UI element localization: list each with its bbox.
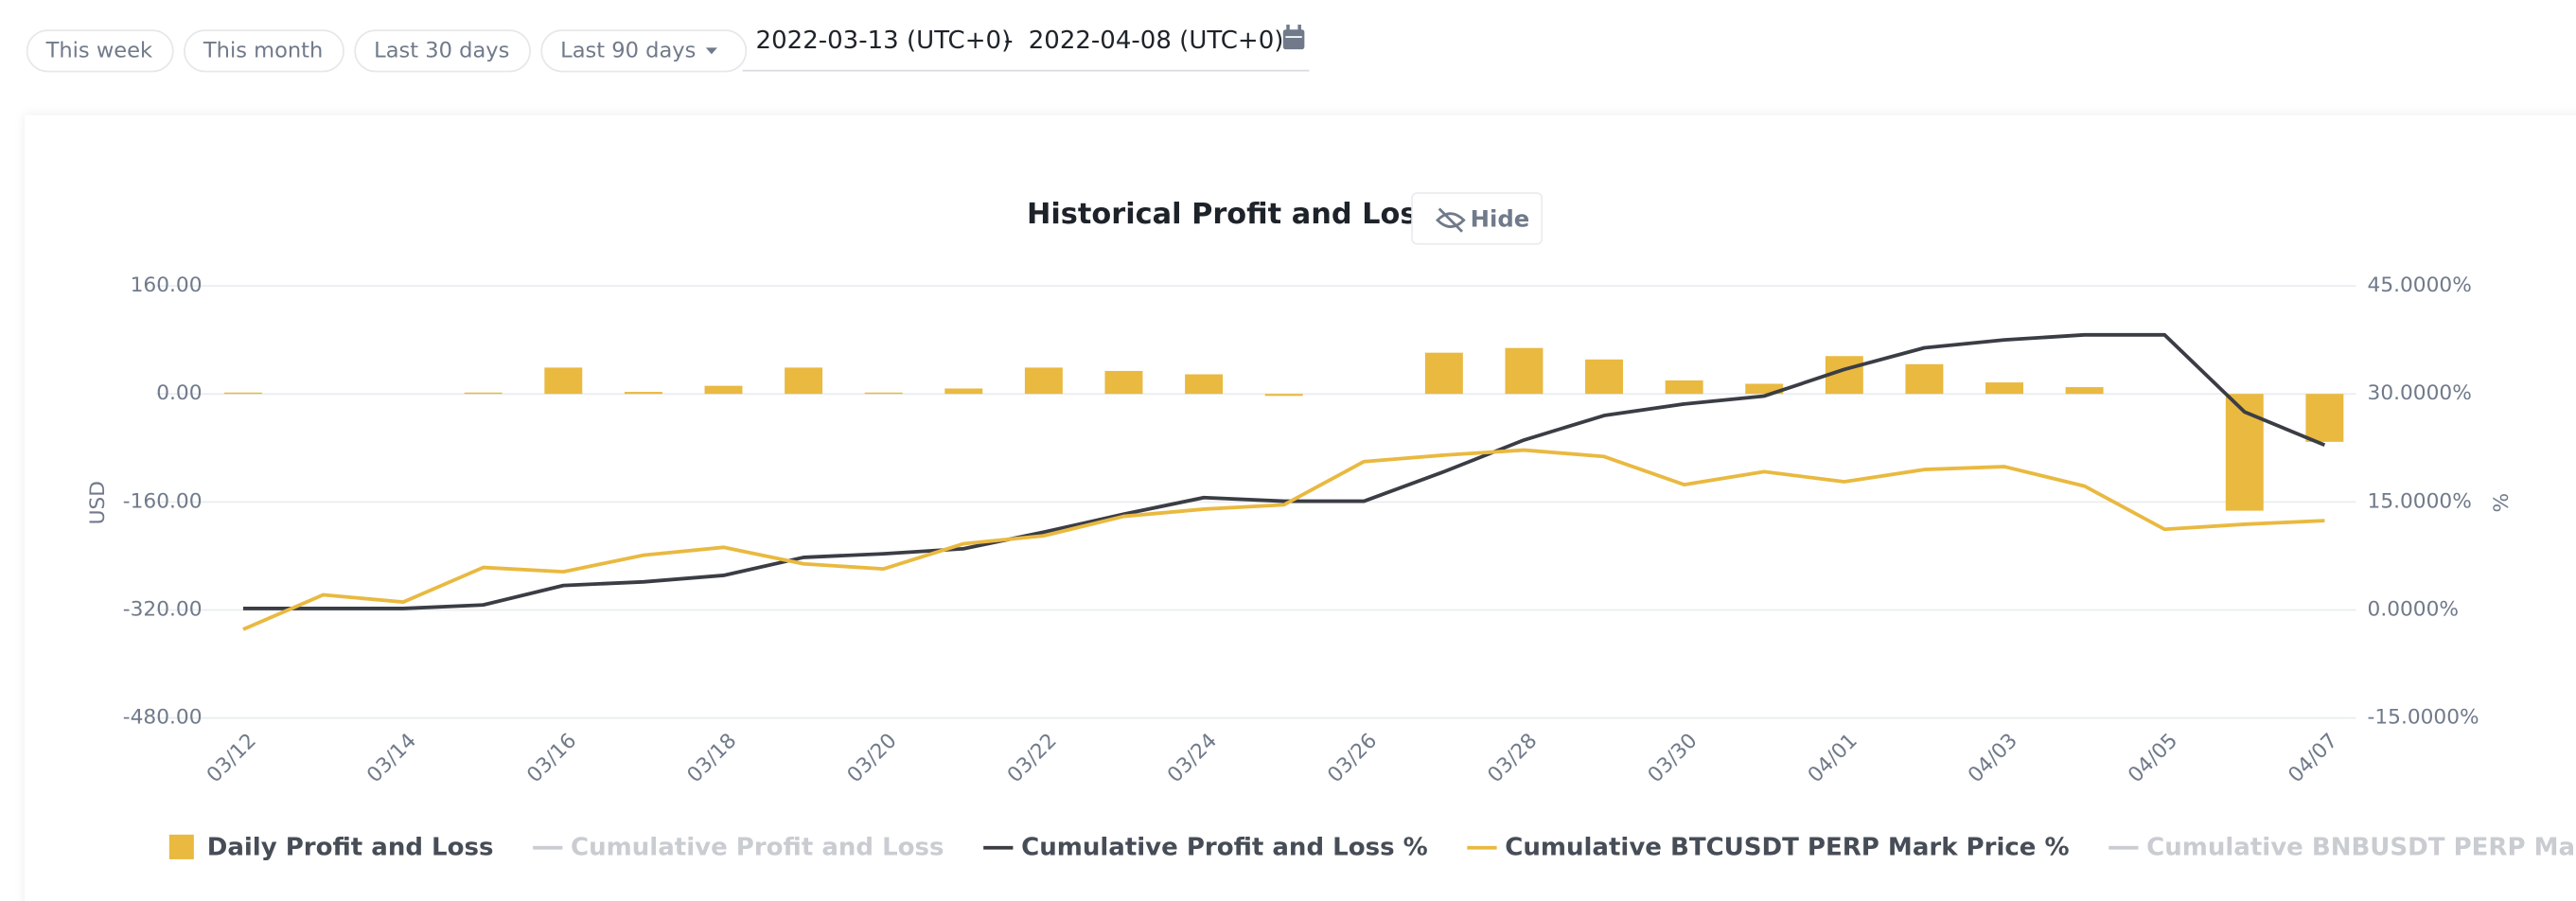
line <box>242 448 2325 631</box>
filter-pill[interactable]: Last 30 days <box>354 29 531 73</box>
bar <box>864 392 903 395</box>
legend-item[interactable]: Daily Profit and Loss <box>168 833 494 861</box>
filter-label: Last 30 days <box>374 38 509 62</box>
bar <box>223 392 262 395</box>
filter-pill[interactable]: This month <box>184 29 344 73</box>
bar <box>464 392 503 395</box>
bar <box>2305 394 2344 442</box>
y2-tick-label: 30.0000% <box>2368 381 2472 405</box>
bar <box>1585 359 1624 395</box>
bar <box>1185 374 1224 395</box>
y-tick-label: -320.00 <box>123 597 203 621</box>
bar <box>1264 394 1303 397</box>
calendar-icon <box>1282 25 1305 50</box>
legend-item[interactable]: Cumulative BTCUSDT PERP Mark Price % <box>1467 833 2070 861</box>
legend-item[interactable]: Cumulative BNBUSDT PERP Mark Price % <box>2108 833 2576 861</box>
filter-pill[interactable]: Last 90 days <box>540 29 748 73</box>
y2-tick-label: 15.0000% <box>2368 489 2472 513</box>
bar <box>704 385 743 395</box>
legend-label: Cumulative BTCUSDT PERP Mark Price % <box>1505 833 2069 861</box>
filter-box <box>26 29 174 73</box>
legend-item[interactable]: Cumulative Profit and Loss % <box>983 833 1428 861</box>
hide-button-box <box>1411 192 1544 245</box>
dropdown-caret <box>705 47 717 55</box>
date-range[interactable]: 2022-03-13 (UTC+0) - 2022-04-08 (UTC+0) <box>742 25 1310 72</box>
line <box>242 332 2326 610</box>
y2-tick-label: 45.0000% <box>2368 274 2472 297</box>
filter-pill[interactable]: This week <box>26 29 174 73</box>
chart-title: Historical Profit and Loss <box>1027 198 1435 231</box>
hide-label: Hide <box>1471 205 1530 233</box>
y-tick-label: 0.00 <box>156 381 202 405</box>
bar <box>1104 370 1143 395</box>
hide-button[interactable]: Hide <box>1411 192 1544 245</box>
date-end: 2022-04-08 (UTC+0) <box>1029 26 1284 55</box>
bar <box>1665 380 1703 395</box>
legend-label: Cumulative BNBUSDT PERP Mark Price % <box>2146 833 2576 861</box>
date-start: 2022-03-13 (UTC+0) <box>756 26 1012 55</box>
filter-label: Last 90 days <box>560 38 696 62</box>
bar <box>1505 347 1544 395</box>
bar <box>1985 382 2023 395</box>
legend-label: Cumulative Profit and Loss <box>571 833 944 861</box>
filter-label: This week <box>45 38 152 62</box>
bar <box>2065 387 2104 395</box>
filter-box <box>354 29 531 73</box>
bar <box>1424 352 1463 395</box>
y-tick-label: 160.00 <box>131 274 203 297</box>
filter-box <box>184 29 344 73</box>
legend-label: Cumulative Profit and Loss % <box>1021 833 1428 861</box>
bar <box>944 388 983 395</box>
legend-swatch <box>168 834 194 859</box>
hide-icon <box>1436 207 1466 233</box>
y-tick-label: -160.00 <box>123 489 203 513</box>
bar <box>785 367 823 395</box>
y2-axis-label: % <box>2490 493 2514 513</box>
bar <box>624 392 662 395</box>
bar <box>1905 363 1944 395</box>
y-tick-label: -480.00 <box>123 706 203 730</box>
chart-card <box>25 115 2576 901</box>
bar <box>544 367 583 395</box>
legend-label: Daily Profit and Loss <box>207 833 494 861</box>
y2-tick-label: 0.0000% <box>2368 597 2460 621</box>
filter-label: This month <box>203 38 323 62</box>
bar <box>1024 367 1063 395</box>
y2-tick-label: -15.0000% <box>2368 706 2479 730</box>
y-axis-label: USD <box>86 481 110 524</box>
legend-item[interactable]: Cumulative Profit and Loss <box>533 833 944 861</box>
filter-box <box>540 29 748 73</box>
date-separator: - <box>1004 26 1013 55</box>
bar <box>1745 383 1784 395</box>
